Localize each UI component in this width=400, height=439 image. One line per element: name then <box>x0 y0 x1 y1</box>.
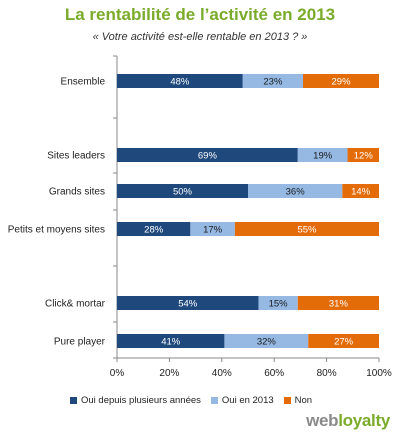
data-label: 29% <box>332 77 352 88</box>
bar-segment <box>117 148 298 162</box>
data-label: 50% <box>173 187 193 198</box>
bar-segment <box>342 184 379 198</box>
data-label: 28% <box>144 225 164 236</box>
data-label: 48% <box>170 77 190 88</box>
legend-label: Oui en 2013 <box>221 394 274 406</box>
bar-segment <box>242 74 304 88</box>
chart-subtitle: « Votre activité est-elle rentable en 20… <box>92 31 308 43</box>
bar-segment <box>224 334 309 348</box>
x-tick-label: 0% <box>110 368 125 379</box>
data-label: 31% <box>329 299 349 310</box>
chart-title: La rentabilité de l’activité en 2013 <box>64 5 336 24</box>
legend-item: Non <box>283 394 313 406</box>
bar-segment <box>117 184 248 198</box>
data-label: 17% <box>203 225 223 236</box>
data-label: 36% <box>286 187 306 198</box>
bar-segment <box>190 222 235 236</box>
data-label: 27% <box>334 337 354 348</box>
bar-segment <box>258 296 298 310</box>
legend-item: Oui en 2013 <box>210 394 274 406</box>
data-label: 23% <box>263 77 283 88</box>
category-label: Click& mortar <box>45 299 106 310</box>
legend-item: Oui depuis plusieurs années <box>70 395 201 406</box>
x-tick-label: 20% <box>159 368 179 379</box>
data-label: 41% <box>161 337 181 348</box>
data-label: 12% <box>354 151 374 162</box>
data-label: 15% <box>269 299 289 310</box>
bar-segment <box>117 334 225 348</box>
category-label: Ensemble <box>61 77 106 88</box>
webloyalty-logo: webloyalty <box>306 411 390 430</box>
category-label: Sites leaders <box>47 151 105 162</box>
category-label: Petits et moyens sites <box>8 225 105 236</box>
x-tick-label: 40% <box>212 368 232 379</box>
category-label: Pure player <box>54 337 106 348</box>
bar-segment <box>297 296 379 310</box>
chart-legend: Oui depuis plusieurs années Oui en 2013 No… <box>70 393 370 407</box>
x-tick-label: 100% <box>366 368 392 379</box>
bar-segment <box>297 148 348 162</box>
legend-label: Non <box>294 394 313 406</box>
legend-label: Oui depuis plusieurs années <box>81 394 201 406</box>
bar-segment <box>308 334 379 348</box>
bar-segment <box>117 74 243 88</box>
bar-segment <box>347 148 379 162</box>
legend-swatch <box>70 396 77 404</box>
data-label: 14% <box>351 187 371 198</box>
data-label: 32% <box>257 337 277 348</box>
x-tick-label: 80% <box>317 368 337 379</box>
bar-segment <box>117 296 259 310</box>
bar-segment <box>248 184 343 198</box>
data-label: 69% <box>198 151 218 162</box>
data-label: 54% <box>178 299 198 310</box>
bar-segment <box>234 222 379 236</box>
category-label: Grands sites <box>49 187 105 198</box>
data-label: 19% <box>313 151 333 162</box>
bar-segment <box>117 222 191 236</box>
legend-swatch <box>210 396 218 404</box>
x-tick-label: 60% <box>264 368 284 379</box>
bar-segment <box>303 74 379 88</box>
data-label: 55% <box>297 225 317 236</box>
legend-swatch <box>283 396 291 404</box>
